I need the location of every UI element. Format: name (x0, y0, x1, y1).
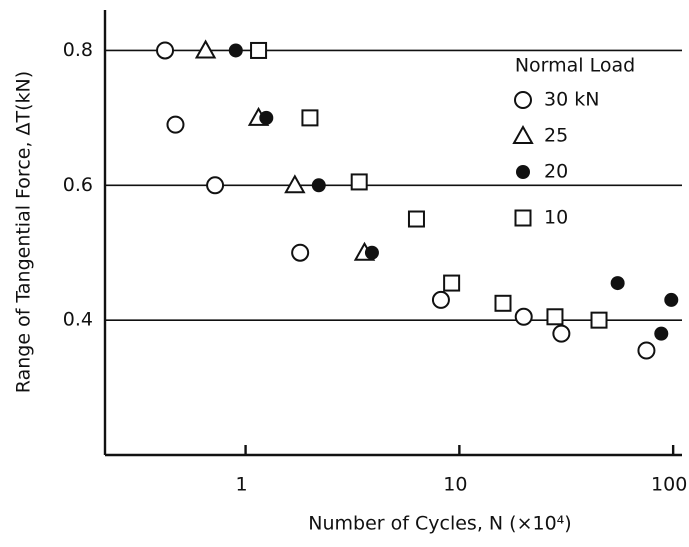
marker-dot (664, 292, 679, 307)
y-axis-label: Range of Tangential Force, ΔT(kN) (13, 71, 35, 393)
marker-circle (156, 41, 175, 60)
marker-triangle (512, 124, 534, 144)
legend-title: Normal Load (515, 55, 635, 77)
marker-circle (166, 115, 185, 134)
marker-square (301, 109, 319, 127)
marker-triangle (284, 174, 306, 194)
marker-dot (259, 110, 274, 125)
marker-dot (516, 165, 530, 179)
marker-circle (431, 290, 450, 309)
marker-circle (291, 243, 310, 262)
marker-square (407, 210, 425, 228)
marker-square (443, 274, 461, 292)
x-tick-label: 100 (651, 474, 687, 496)
x-tick-label: 10 (443, 474, 467, 496)
marker-square (590, 311, 608, 329)
legend-label: 10 (544, 207, 568, 229)
x-tick-label: 1 (236, 474, 248, 496)
marker-square (250, 41, 268, 59)
marker-circle (637, 341, 656, 360)
marker-dot (610, 276, 625, 291)
marker-circle (514, 91, 532, 109)
marker-square (514, 209, 532, 227)
legend-label: 30 kN (544, 89, 599, 111)
y-tick-label: 0.4 (63, 309, 93, 331)
marker-dot (654, 326, 669, 341)
marker-triangle (194, 39, 217, 59)
marker-circle (206, 176, 225, 195)
y-tick-label: 0.8 (63, 39, 93, 61)
legend-label: 25 (544, 125, 568, 147)
legend-label: 20 (544, 161, 568, 183)
marker-dot (228, 43, 243, 58)
marker-square (350, 173, 368, 191)
marker-square (494, 294, 512, 312)
marker-dot (364, 245, 379, 260)
y-tick-label: 0.6 (63, 174, 93, 196)
marker-circle (552, 324, 571, 343)
marker-circle (514, 307, 533, 326)
marker-dot (311, 178, 326, 193)
x-axis-label: Number of Cycles, N (×10⁴) (308, 513, 571, 535)
marker-square (546, 308, 564, 326)
